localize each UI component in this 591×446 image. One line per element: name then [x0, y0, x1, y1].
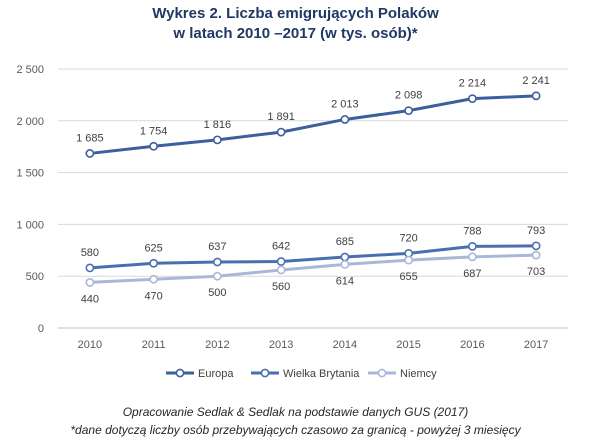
data-point [85, 278, 95, 287]
legend-label: Wielka Brytania [283, 368, 360, 380]
x-tick-label: 2010 [78, 339, 102, 351]
data-label: 687 [463, 268, 481, 280]
data-label: 470 [144, 290, 162, 302]
x-tick-label: 2016 [460, 339, 484, 351]
y-tick-label: 2 000 [16, 116, 44, 128]
data-point [276, 257, 286, 266]
data-point [467, 252, 477, 262]
data-point [276, 127, 286, 137]
data-label: 440 [81, 293, 99, 305]
y-tick-label: 500 [26, 271, 44, 283]
data-label: 703 [527, 266, 545, 278]
series-line [88, 253, 538, 284]
data-point [212, 271, 222, 281]
data-label: 685 [336, 236, 354, 248]
data-label: 500 [208, 287, 226, 299]
data-label: 1 891 [267, 111, 295, 123]
data-label: 1 685 [76, 132, 104, 144]
x-tick-label: 2017 [524, 339, 548, 351]
data-label: 2 098 [395, 90, 423, 102]
data-label: 625 [144, 242, 162, 254]
chart-title-line-1: Wykres 2. Liczba emigrujących Polaków [152, 5, 439, 22]
x-tick-label: 2013 [269, 339, 293, 351]
data-point [149, 258, 159, 268]
data-label: 2 013 [331, 98, 359, 110]
data-point [149, 141, 159, 151]
data-point [340, 259, 350, 269]
y-tick-label: 2 500 [16, 64, 44, 76]
series-lines [85, 91, 541, 287]
source-footnote: Opracowanie Sedlak & Sedlak na podstawie… [122, 405, 469, 419]
data-point [404, 255, 414, 265]
data-point [404, 106, 414, 116]
data-point [340, 115, 350, 124]
data-label: 580 [81, 247, 99, 259]
legend: Europa Wielka Brytania Niemcy [166, 368, 437, 380]
data-labels: 1 685 1 754 1 816 1 891 2 013 2 098 2 214 2 241… [76, 75, 550, 306]
x-tick-label: 2015 [396, 339, 420, 351]
series-line [88, 94, 538, 155]
data-label: 637 [208, 241, 226, 253]
legend-marker [175, 368, 185, 378]
x-tick-label: 2012 [205, 339, 229, 351]
data-label: 2 214 [459, 78, 487, 90]
data-point [149, 274, 159, 284]
chart-title: Wykres 2. Liczba emigrujących Polaków w … [0, 4, 591, 44]
chart-title-line-2: w latach 2010 –2017 (w tys. osób)* [173, 25, 418, 42]
y-axis-ticks: 0 500 1 000 1 500 2 000 2 500 [16, 64, 44, 335]
data-point [85, 149, 95, 158]
x-tick-label: 2014 [333, 339, 357, 351]
data-label: 1 816 [204, 119, 232, 131]
legend-marker [377, 368, 387, 378]
data-label: 720 [399, 232, 417, 244]
data-label: 560 [272, 281, 290, 293]
data-label: 788 [463, 225, 481, 237]
data-point [531, 250, 541, 260]
data-point [531, 91, 541, 101]
legend-label: Niemcy [400, 368, 437, 380]
data-point [340, 252, 350, 262]
legend-label: Europa [198, 368, 234, 380]
data-point [212, 135, 222, 145]
data-label: 642 [272, 240, 290, 252]
data-footnote: *dane dotyczą liczby osób przebywających… [70, 423, 521, 437]
data-point [467, 94, 477, 104]
data-point [276, 265, 286, 275]
data-label: 1 754 [140, 125, 168, 137]
data-point [531, 241, 541, 251]
x-tick-label: 2011 [142, 339, 166, 351]
legend-marker [260, 368, 270, 378]
data-point [212, 257, 222, 267]
data-label: 655 [399, 271, 417, 283]
y-tick-label: 1 500 [16, 168, 44, 180]
data-label: 2 241 [522, 75, 550, 87]
data-label: 614 [336, 275, 354, 287]
data-point [467, 241, 477, 251]
series-line [88, 244, 538, 270]
gridlines [58, 68, 568, 329]
y-tick-label: 1 000 [16, 219, 44, 231]
data-point [85, 263, 95, 273]
data-label: 793 [527, 225, 545, 237]
x-axis-ticks: 2010 2011 2012 2013 2014 2015 2016 2017 [78, 339, 549, 351]
y-tick-label: 0 [38, 323, 44, 335]
